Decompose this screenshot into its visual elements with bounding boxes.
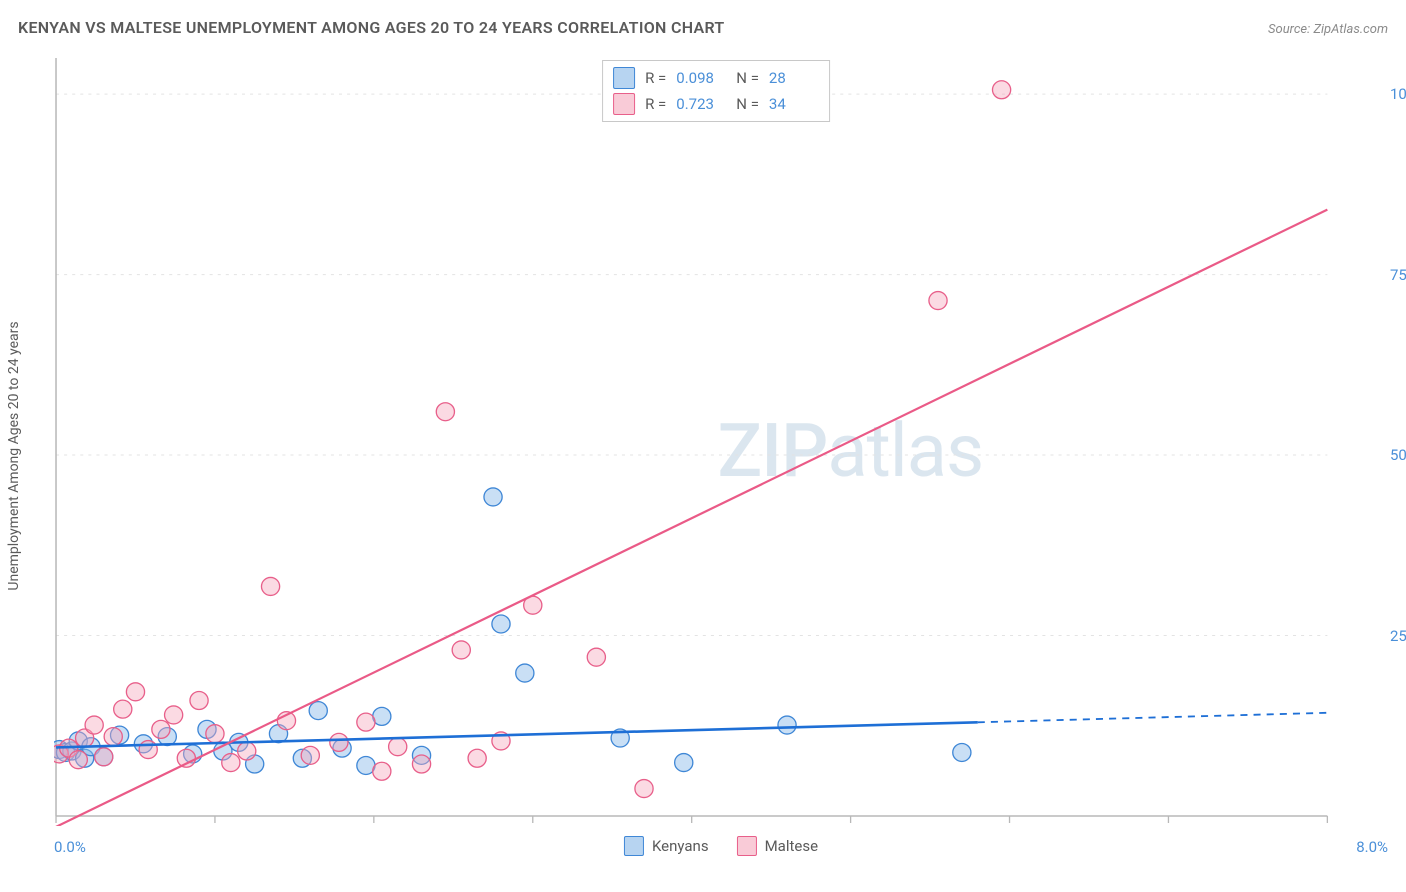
series-legend: Kenyans Maltese: [624, 836, 818, 856]
x-axis-min-label: 0.0%: [54, 838, 86, 856]
plot-area: Unemployment Among Ages 20 to 24 years Z…: [44, 56, 1388, 856]
y-tick-label: 25.0%: [1382, 627, 1406, 645]
scatter-point: [190, 691, 208, 709]
stat-r-value: 0.723: [676, 95, 726, 113]
legend-item: Kenyans: [624, 836, 709, 856]
scatter-point: [778, 716, 796, 734]
scatter-point: [330, 733, 348, 751]
regression-line: [56, 210, 1327, 826]
scatter-point: [452, 641, 470, 659]
scatter-point: [165, 706, 183, 724]
scatter-point: [675, 754, 693, 772]
scatter-point: [587, 648, 605, 666]
scatter-point: [301, 746, 319, 764]
source-label: Source: ZipAtlas.com: [1268, 22, 1388, 37]
scatter-point: [95, 748, 113, 766]
chart-title: KENYAN VS MALTESE UNEMPLOYMENT AMONG AGE…: [18, 18, 725, 37]
scatter-point: [261, 577, 279, 595]
source-link[interactable]: ZipAtlas.com: [1313, 22, 1388, 37]
scatter-point: [389, 738, 407, 756]
y-axis-label: Unemployment Among Ages 20 to 24 years: [6, 321, 22, 590]
scatter-point: [69, 751, 87, 769]
scatter-point: [436, 403, 454, 421]
scatter-point: [468, 749, 486, 767]
scatter-point: [309, 702, 327, 720]
scatter-point: [104, 728, 122, 746]
stats-row: R = 0.098 N = 28: [613, 65, 819, 91]
scatter-point: [114, 700, 132, 718]
y-tick-label: 50.0%: [1382, 446, 1406, 464]
stat-r-value: 0.098: [676, 69, 726, 87]
scatter-point: [152, 720, 170, 738]
stats-legend: R = 0.098 N = 28 R = 0.723 N = 34: [602, 60, 830, 122]
regression-line-extrapolated: [978, 713, 1328, 723]
scatter-point: [206, 725, 224, 743]
scatter-point: [992, 81, 1010, 99]
legend-swatch: [624, 836, 644, 856]
scatter-point: [953, 743, 971, 761]
legend-item: Maltese: [737, 836, 818, 856]
scatter-point: [126, 683, 144, 701]
scatter-point: [516, 664, 534, 682]
scatter-point: [85, 716, 103, 734]
scatter-point: [412, 755, 430, 773]
stat-r-label: R =: [645, 95, 666, 113]
stat-n-value: 28: [769, 69, 819, 87]
stat-n-value: 34: [769, 95, 819, 113]
scatter-point: [139, 741, 157, 759]
y-tick-label: 75.0%: [1382, 266, 1406, 284]
scatter-point: [373, 762, 391, 780]
scatter-point: [357, 713, 375, 731]
scatter-point: [222, 754, 240, 772]
scatter-point: [635, 780, 653, 798]
scatter-point: [492, 615, 510, 633]
stats-row: R = 0.723 N = 34: [613, 91, 819, 117]
x-axis-max-label: 8.0%: [1356, 838, 1388, 856]
stat-r-label: R =: [645, 69, 666, 87]
legend-swatch: [613, 93, 635, 115]
regression-line: [56, 722, 978, 747]
scatter-point: [238, 742, 256, 760]
scatter-chart: [54, 56, 1388, 826]
legend-swatch: [613, 67, 635, 89]
legend-label: Maltese: [765, 837, 818, 855]
scatter-point: [484, 488, 502, 506]
y-tick-label: 100.0%: [1382, 85, 1406, 103]
stat-n-label: N =: [736, 95, 759, 113]
legend-label: Kenyans: [652, 837, 709, 855]
legend-swatch: [737, 836, 757, 856]
scatter-point: [929, 292, 947, 310]
stat-n-label: N =: [736, 69, 759, 87]
